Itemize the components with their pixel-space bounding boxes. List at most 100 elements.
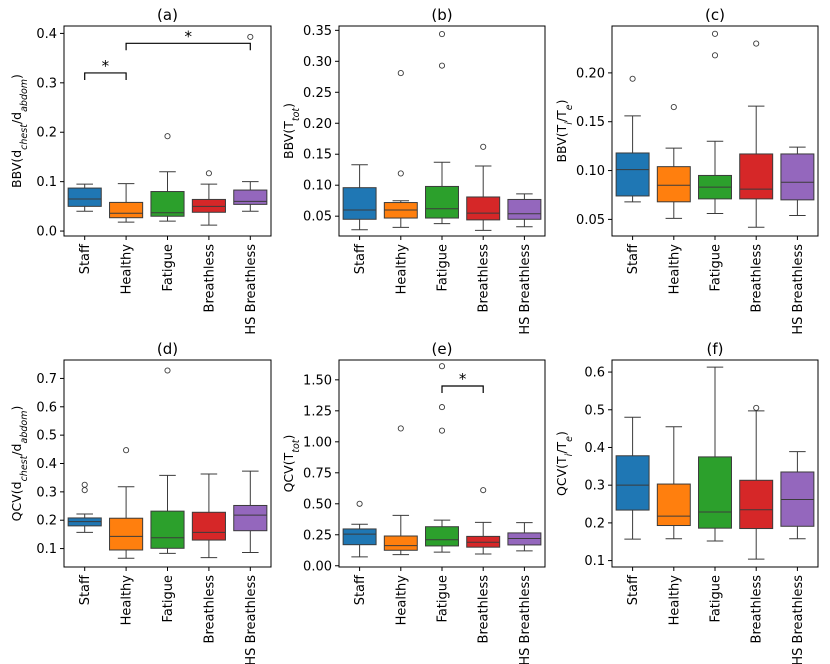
box-fatigue [698,366,732,542]
x-tick-label: Healthy [667,575,682,626]
box-body [656,483,691,527]
outlier-point [753,40,760,47]
significance-bracket [84,72,127,80]
y-tick-label: 0.6 [584,366,605,381]
box-fatigue [698,30,732,215]
x-tick-label: Healthy [667,244,682,295]
outlier-point [438,62,446,69]
outlier-point [397,425,404,432]
y-tick-label: 0.2 [36,126,57,141]
box-healthy [656,104,691,219]
box-hs-breathless [507,522,542,552]
outlier-point [480,487,487,494]
box-body [739,479,774,530]
box-breathless [466,487,501,555]
y-axis-label: BBV(Ttot) [281,103,302,159]
outlier-point [397,70,404,77]
y-tick-label: 0.7 [36,372,57,387]
y-tick-label: 0.25 [303,86,332,101]
box-breathless [191,473,226,559]
y-tick-label: 0.5 [584,403,605,418]
box-body [739,153,774,200]
y-tick-label: 1.25 [303,404,332,419]
x-tick-label: HS Breathless [518,575,533,664]
box-staff [615,75,650,203]
box-body [150,191,185,217]
panel-title: (c) [705,6,725,24]
box-staff [342,500,377,558]
y-tick-label: 0.35 [303,24,332,39]
box-hs-breathless [780,146,815,216]
y-tick-label: 0.3 [584,479,605,494]
x-tick-label: Fatigue [436,244,451,291]
x-tick-label: Healthy [120,244,135,295]
y-tick-label: 0.15 [303,148,332,163]
box-breathless [739,404,774,560]
box-hs-breathless [233,33,268,212]
y-tick-label: 0.20 [576,66,605,81]
significance-star: * [459,370,467,388]
significance-star: * [184,27,192,45]
outlier-point [123,447,130,454]
x-tick-label: Staff [353,243,368,274]
y-tick-label: 1.00 [303,435,332,450]
x-tick-label: Staff [78,243,93,274]
x-tick-label: Fatigue [161,575,176,622]
x-tick-label: HS Breathless [244,575,259,664]
y-tick-label: 0.15 [576,115,605,130]
y-tick-label: 0.2 [584,516,605,531]
outlier-point [629,75,636,82]
box-breathless [466,143,501,231]
box-body [233,189,268,205]
outlier-point [81,487,88,494]
y-tick-label: 0.20 [303,117,332,132]
box-body [698,456,732,529]
significance-star: * [102,57,110,75]
x-tick-label: Breathless [202,244,217,313]
outlier-point [397,170,404,177]
box-fatigue [150,133,185,222]
x-tick-label: Breathless [202,575,217,644]
y-tick-label: 0.05 [303,210,332,225]
x-tick-label: Staff [78,574,93,605]
x-tick-label: Fatigue [709,575,724,622]
y-tick-label: 1.50 [303,373,332,388]
box-body [150,510,185,549]
y-tick-label: 0.05 [576,213,605,228]
outlier-point [164,133,171,140]
y-tick-label: 0.0 [36,225,57,240]
box-hs-breathless [507,193,542,228]
box-hs-breathless [780,451,815,540]
panel-3: (c) 0.05 0.10 0.15 0.20 BBV(Ti/Te) Staff Health… [554,6,819,335]
x-tick-label: Staff [353,574,368,605]
box-staff [615,416,650,540]
box-body [615,455,650,511]
panel-5: (e) 0.00 0.25 0.50 0.75 1.00 1.25 1.50 QCV(Ttot)… [281,340,546,664]
outlier-point [480,143,487,150]
box-body [780,153,815,201]
box-breathless [191,170,226,226]
box-healthy [383,70,418,228]
box-body [342,528,377,546]
panel-title: (b) [431,6,452,24]
significance-bracket [125,42,251,51]
box-healthy [656,426,691,540]
x-tick-label: Fatigue [161,244,176,291]
y-axis-label: BBV(Ti/Te) [554,99,575,162]
y-tick-label: 0.25 [303,528,332,543]
box-fatigue [425,31,459,225]
box-healthy [383,425,418,556]
y-tick-label: 0.3 [36,76,57,91]
y-tick-label: 0.1 [36,542,57,557]
box-hs-breathless [233,470,268,554]
box-body [109,517,144,551]
box-staff [342,164,377,231]
y-tick-label: 0.6 [36,400,57,415]
y-axis-label: QCV(Ttot) [281,435,302,493]
outlier-point [753,404,760,411]
x-tick-label: HS Breathless [518,244,533,335]
x-tick-label: HS Breathless [244,244,259,335]
x-tick-label: Breathless [477,244,492,313]
outlier-point [205,170,212,177]
box-staff [67,481,102,533]
